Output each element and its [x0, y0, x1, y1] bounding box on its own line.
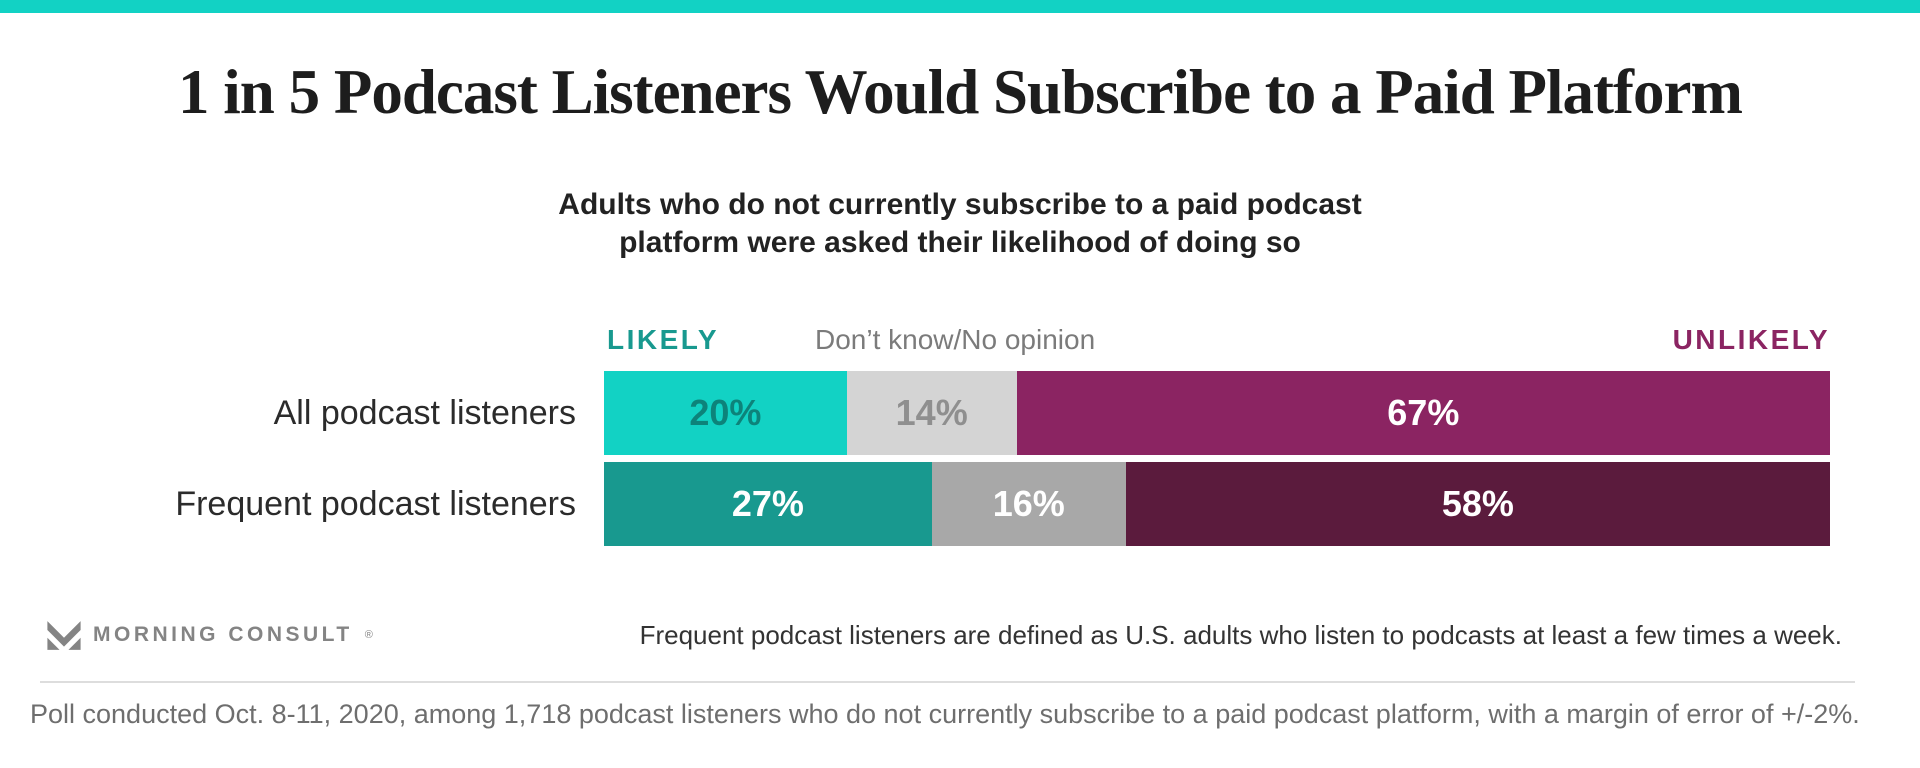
- segment-value: 27%: [731, 483, 804, 524]
- accent-bar: [0, 0, 1920, 13]
- methodology-note: Poll conducted Oct. 8-11, 2020, among 1,…: [30, 699, 1860, 729]
- legend-likely: LIKELY: [607, 324, 719, 355]
- bar-segment-dont-know: 14%: [846, 371, 1017, 455]
- legend-dont-know: Don’t know/No opinion: [815, 324, 1096, 355]
- segment-value: 16%: [992, 483, 1065, 524]
- bar-segment-unlikely: 58%: [1125, 462, 1830, 546]
- bar-segment-dont-know: 16%: [931, 462, 1126, 546]
- chart-legend: LIKELY Don’t know/No opinion UNLIKELY: [604, 324, 1830, 362]
- category-label-all-podcast-listeners: All podcast listeners: [273, 394, 576, 432]
- footer-row: MORNING CONSULT ® Frequent podcast listen…: [46, 613, 1842, 657]
- category-label-frequent-podcast-listeners: Frequent podcast listeners: [175, 485, 576, 523]
- bar-segment-likely: 27%: [604, 462, 932, 546]
- subtitle-line-2: platform were asked their likelihood of …: [619, 226, 1301, 259]
- bar-segment-unlikely: 67%: [1016, 371, 1830, 455]
- subtitle-line-1: Adults who do not currently subscribe to…: [558, 188, 1362, 221]
- bar-row-all-podcast-listeners: All podcast listeners 20% 14% 67%: [0, 371, 1920, 455]
- segment-value: 14%: [895, 392, 968, 433]
- chart-subtitle: Adults who do not currently subscribe to…: [0, 186, 1920, 262]
- morning-consult-logo: MORNING CONSULT ®: [46, 620, 373, 651]
- segment-value: 20%: [689, 392, 762, 433]
- stacked-bar-all-podcast-listeners: 20% 14% 67%: [604, 371, 1830, 455]
- bar-segment-likely: 20%: [604, 371, 847, 455]
- bar-row-frequent-podcast-listeners: Frequent podcast listeners 27% 16% 58%: [0, 462, 1920, 546]
- segment-value: 58%: [1441, 483, 1514, 524]
- registered-trademark-symbol: ®: [364, 629, 373, 641]
- morning-consult-logo-icon: [47, 620, 81, 650]
- morning-consult-wordmark: MORNING CONSULT: [93, 623, 353, 646]
- legend-unlikely: UNLIKELY: [1672, 324, 1830, 355]
- stacked-bar-frequent-podcast-listeners: 27% 16% 58%: [604, 462, 1830, 546]
- segment-value: 67%: [1387, 392, 1460, 433]
- page-title: 1 in 5 Podcast Listeners Would Subscribe…: [178, 57, 1743, 127]
- divider-line: [40, 681, 1855, 683]
- definition-note: Frequent podcast listeners are defined a…: [639, 619, 1842, 650]
